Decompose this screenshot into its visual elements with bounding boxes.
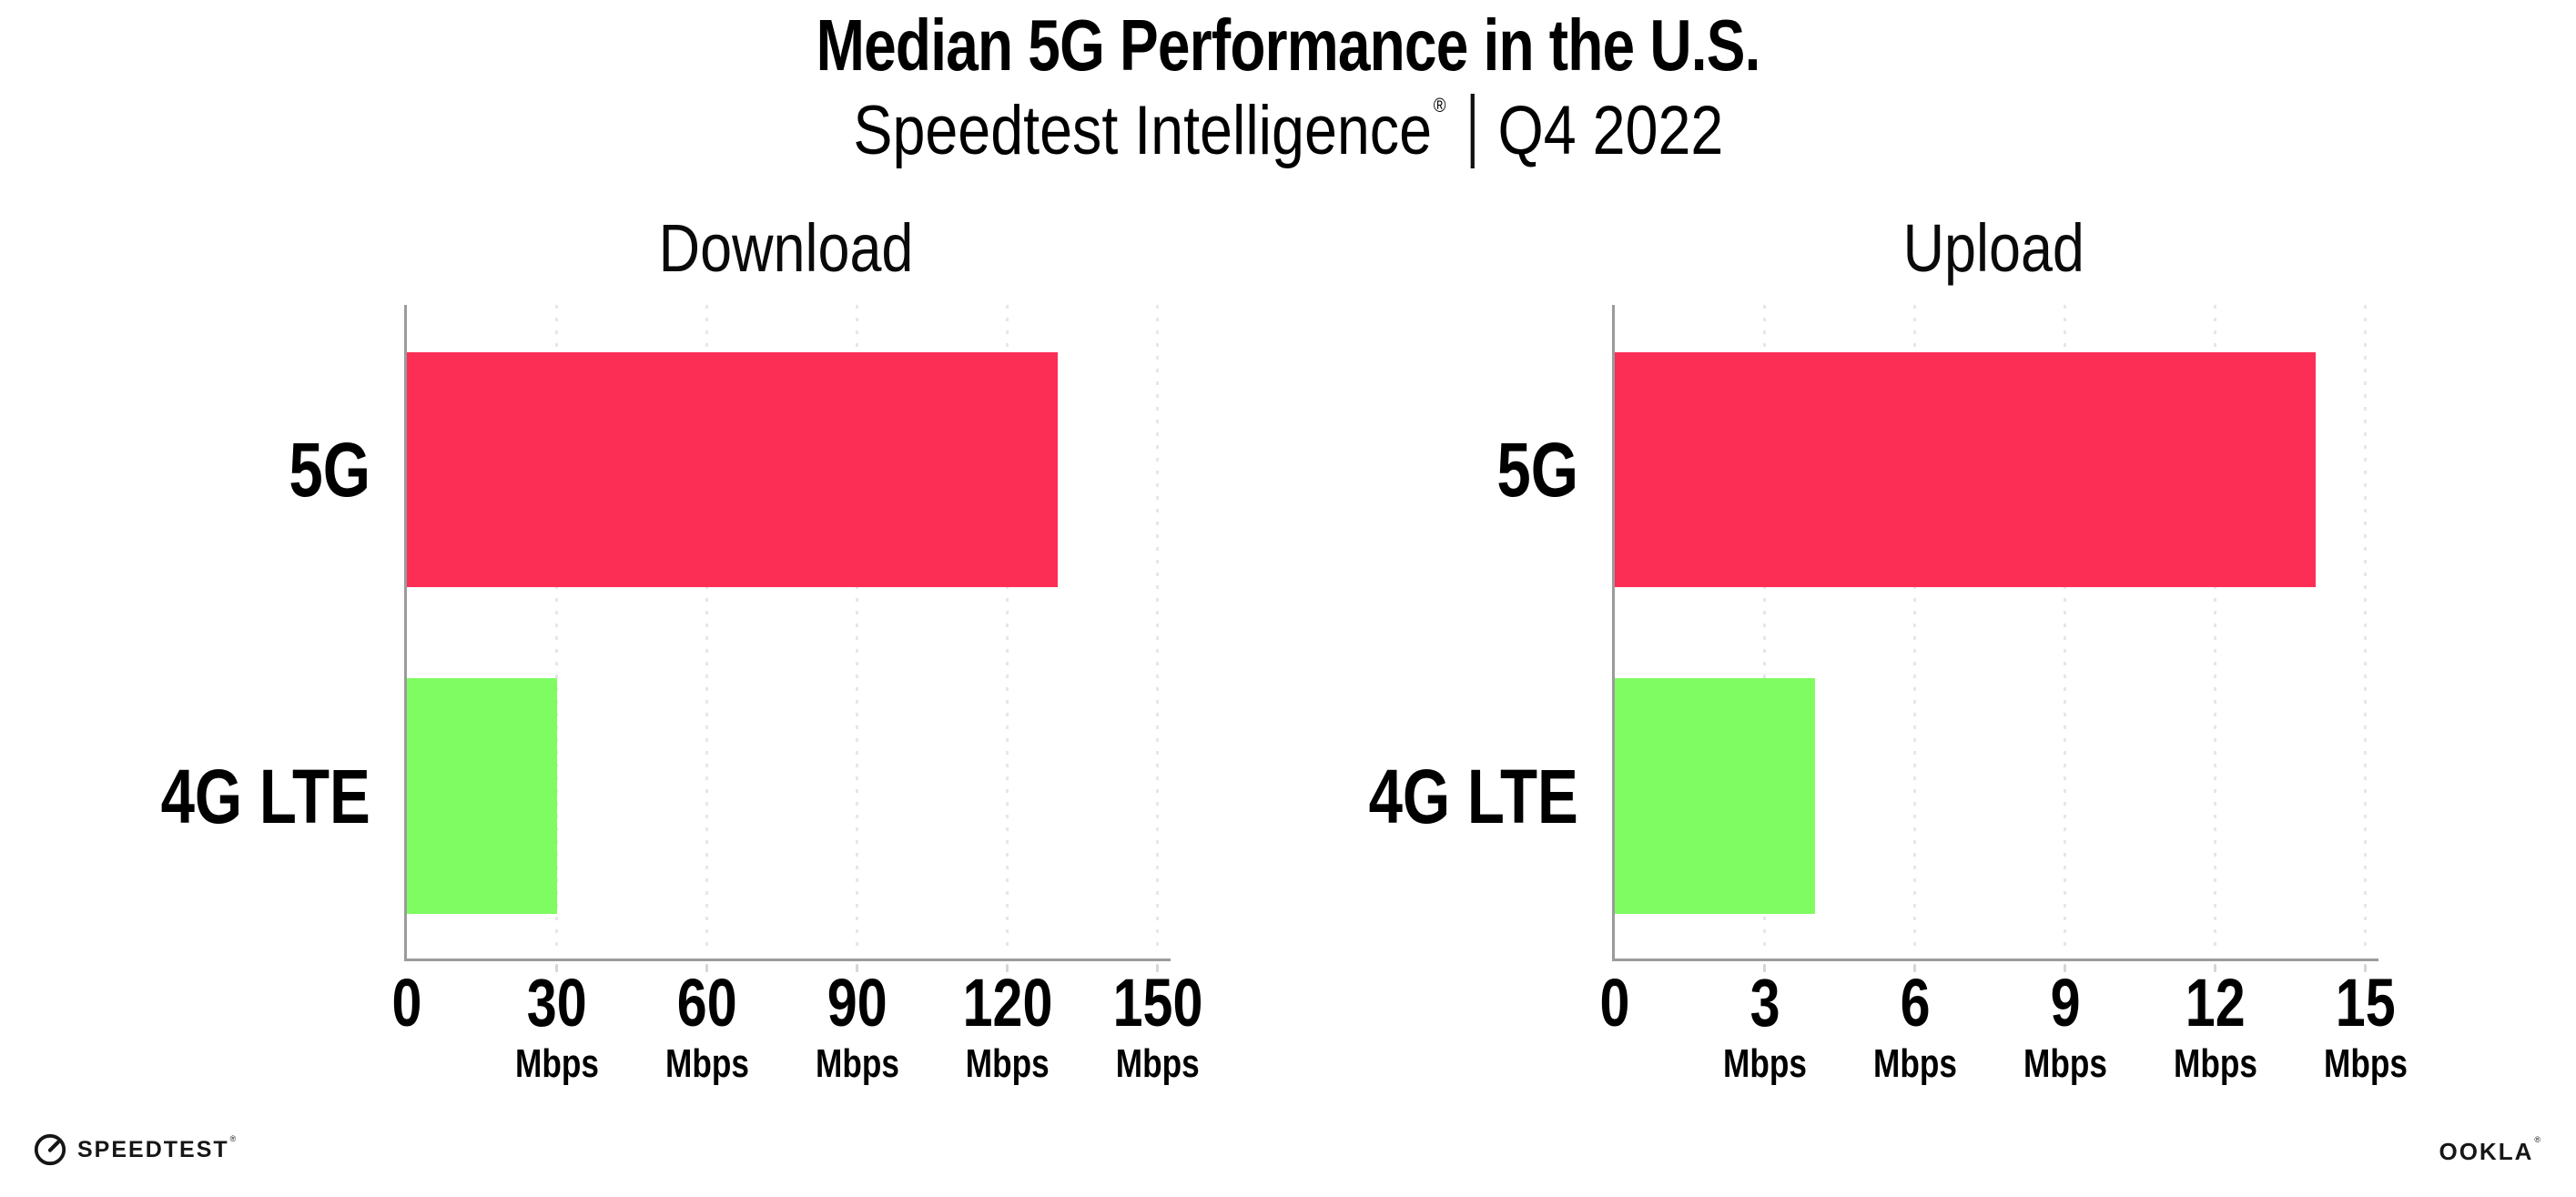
- speedtest-wordmark: SPEEDTEST®: [77, 1133, 238, 1162]
- x-tick-label-90: 90 Mbps: [806, 969, 910, 1084]
- x-tick-value: 0: [391, 965, 422, 1040]
- gridline-x-30: [555, 305, 558, 951]
- x-tick-value: 3: [1749, 965, 1780, 1040]
- category-label-4g-lte: 4G LTE: [1368, 754, 1578, 839]
- x-tick-value: 6: [1900, 965, 1931, 1040]
- x-tick-unit: Mbps: [1723, 1041, 1807, 1086]
- registered-trademark-icon: ®: [2534, 1135, 2542, 1144]
- axis-tick-15: [2364, 964, 2367, 972]
- category-label-5g: 5G: [1496, 427, 1578, 512]
- x-tick-label-12: 12 Mbps: [2164, 969, 2268, 1084]
- category-label-4g-lte: 4G LTE: [160, 754, 370, 839]
- page-title: Median 5G Performance in the U.S.: [0, 7, 2576, 84]
- x-tick-unit: Mbps: [2023, 1041, 2107, 1086]
- x-tick-value: 30: [527, 965, 587, 1040]
- x-tick-value: 9: [2050, 965, 2081, 1040]
- x-tick-unit: Mbps: [2324, 1041, 2408, 1086]
- registered-trademark-icon: ®: [1433, 94, 1446, 117]
- upload-chart-title: Upload: [1902, 210, 2085, 286]
- axis-tick-120: [1006, 964, 1009, 972]
- ookla-logo: OOKLA®: [2439, 1135, 2542, 1165]
- x-tick-value: 0: [1599, 965, 1630, 1040]
- axis-tick-3: [1763, 964, 1766, 972]
- x-tick-label-0: 0: [1596, 969, 1633, 1037]
- subtitle-brand: Speedtest Intelligence: [853, 92, 1432, 169]
- gridline-x-15: [2364, 305, 2367, 951]
- axis-tick-6: [1913, 964, 1916, 972]
- x-tick-unit: Mbps: [966, 1041, 1050, 1086]
- x-tick-value: 60: [677, 965, 737, 1040]
- gridline-x-90: [856, 305, 858, 951]
- x-tick-unit: Mbps: [1873, 1041, 1957, 1086]
- gridline-x-3: [1763, 305, 1766, 951]
- gridline-x-9: [2064, 305, 2066, 951]
- gridline-x-12: [2214, 305, 2216, 951]
- axis-tick-30: [555, 964, 558, 972]
- download-chart-plot: 0 30 Mbps 60 Mbps 90 Mbps 120 Mbps 150 Mbps 5G 4G LT…: [161, 305, 1202, 1084]
- x-tick-value: 12: [2186, 965, 2246, 1040]
- download-chart-title: Download: [658, 210, 914, 286]
- x-tick-label-3: 3 Mbps: [1713, 969, 1818, 1084]
- x-tick-unit: Mbps: [816, 1041, 899, 1086]
- axis-tick-9: [2064, 964, 2066, 972]
- gridline-x-60: [705, 305, 708, 951]
- speedtest-logo: SPEEDTEST®: [33, 1132, 237, 1167]
- x-tick-label-15: 15 Mbps: [2314, 969, 2419, 1084]
- upload-chart-plot: 0 3 Mbps 6 Mbps 9 Mbps 12 Mbps 15 Mbps 5G 4G LTE: [1369, 305, 2408, 1084]
- axis-tick-90: [856, 964, 858, 972]
- category-label-5g: 5G: [289, 427, 370, 512]
- page-subtitle: Speedtest Intelligence® Q4 2022: [0, 93, 2576, 178]
- x-tick-label-150: 150 Mbps: [1101, 969, 1213, 1084]
- x-tick-unit: Mbps: [665, 1041, 749, 1086]
- gridline-x-6: [1913, 305, 1916, 951]
- x-tick-value: 90: [827, 965, 887, 1040]
- subtitle-period: Q4 2022: [1497, 92, 1723, 169]
- x-tick-label-30: 30 Mbps: [505, 969, 610, 1084]
- bar-4g-lte-download: [407, 678, 557, 914]
- x-tick-label-60: 60 Mbps: [655, 969, 760, 1084]
- x-tick-unit: Mbps: [2174, 1041, 2257, 1086]
- subtitle-divider: [1470, 93, 1475, 168]
- bar-4g-lte-upload: [1615, 678, 1815, 914]
- x-tick-label-120: 120 Mbps: [951, 969, 1063, 1084]
- registered-trademark-icon: ®: [229, 1133, 238, 1143]
- x-tick-value: 120: [962, 965, 1053, 1040]
- ookla-wordmark: OOKLA®: [2439, 1135, 2542, 1165]
- x-tick-unit: Mbps: [1116, 1041, 1200, 1086]
- x-tick-label-6: 6 Mbps: [1863, 969, 1968, 1084]
- page-title-text: Median 5G Performance in the U.S.: [816, 5, 1761, 86]
- x-tick-value: 150: [1112, 965, 1203, 1040]
- speedtest-gauge-icon: [34, 1133, 66, 1166]
- axis-tick-60: [705, 964, 708, 972]
- x-tick-value: 15: [2336, 965, 2396, 1040]
- bar-5g-download: [407, 352, 1058, 587]
- gridline-x-150: [1156, 305, 1159, 951]
- bar-5g-upload: [1615, 352, 2316, 587]
- gridline-x-120: [1006, 305, 1009, 951]
- axis-tick-150: [1156, 964, 1159, 972]
- axis-tick-12: [2214, 964, 2216, 972]
- x-tick-label-9: 9 Mbps: [2013, 969, 2118, 1084]
- x-tick-unit: Mbps: [515, 1041, 599, 1086]
- x-tick-label-0: 0: [388, 969, 425, 1037]
